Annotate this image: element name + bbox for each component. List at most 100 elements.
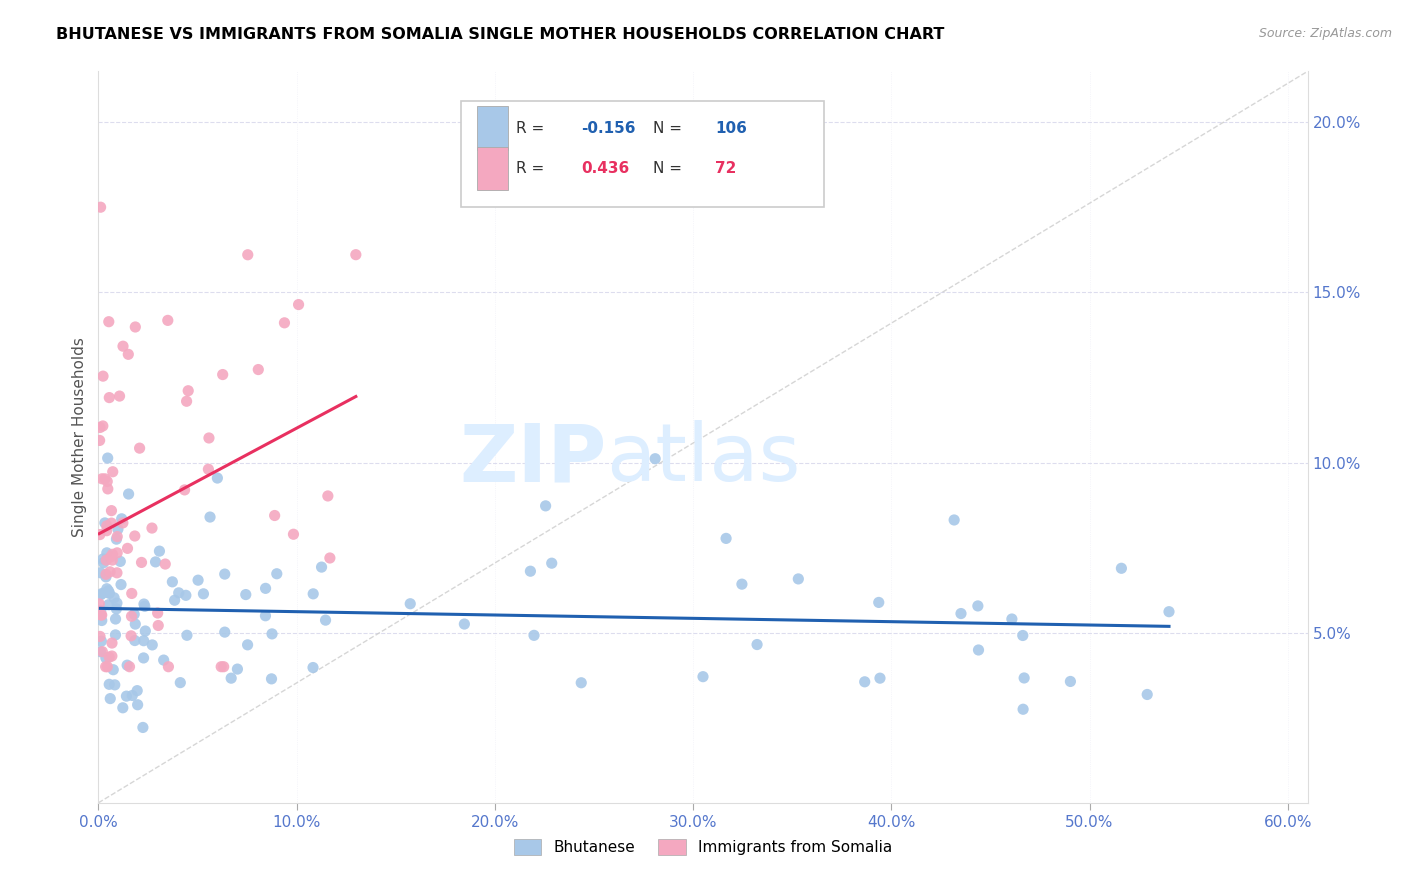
Point [211, 368, 233, 382]
Point [91, 419, 114, 434]
Point [273, 316, 295, 330]
Point [266, 566, 288, 581]
Point [90, 634, 112, 648]
Point [132, 597, 155, 611]
Point [127, 698, 149, 712]
Point [124, 320, 146, 334]
Point [287, 297, 309, 311]
Point [176, 394, 198, 409]
Point [197, 462, 219, 476]
Point [124, 617, 146, 632]
Point [247, 362, 270, 376]
Point [176, 628, 198, 642]
Text: ZIP: ZIP [458, 420, 606, 498]
Point [101, 636, 124, 650]
Point [134, 624, 156, 638]
Point [198, 510, 221, 524]
Legend: Bhutanese, Immigrants from Somalia: Bhutanese, Immigrants from Somalia [508, 833, 898, 861]
Point [162, 574, 184, 589]
Point [105, 546, 128, 560]
Point [173, 483, 195, 497]
Point [93, 556, 115, 570]
Point [97, 583, 120, 598]
Point [94, 651, 117, 665]
Point [132, 721, 155, 735]
Point [90, 200, 112, 214]
Point [121, 689, 143, 703]
Point [148, 544, 170, 558]
Point [966, 599, 988, 613]
Point [124, 633, 146, 648]
Point [157, 659, 180, 673]
Text: 72: 72 [716, 161, 737, 176]
Text: BHUTANESE VS IMMIGRANTS FROM SOMALIA SINGLE MOTHER HOUSEHOLDS CORRELATION CHART: BHUTANESE VS IMMIGRANTS FROM SOMALIA SIN… [56, 27, 945, 42]
Point [105, 602, 128, 616]
Point [91, 586, 114, 600]
Point [302, 587, 325, 601]
Point [89, 645, 111, 659]
Point [100, 516, 122, 530]
Point [236, 638, 259, 652]
Point [714, 532, 737, 546]
Point [787, 572, 810, 586]
Point [226, 662, 249, 676]
Point [110, 577, 132, 591]
Point [187, 573, 209, 587]
Text: N =: N = [654, 121, 688, 136]
Point [96, 546, 118, 560]
Point [117, 541, 139, 556]
FancyBboxPatch shape [477, 106, 509, 150]
Point [111, 700, 134, 714]
Point [177, 384, 200, 398]
Text: 106: 106 [716, 121, 747, 136]
Point [90, 607, 112, 622]
Point [97, 315, 120, 329]
Point [111, 516, 134, 530]
Point [91, 645, 114, 659]
Point [569, 675, 592, 690]
Point [148, 618, 170, 632]
Point [104, 628, 127, 642]
Point [207, 471, 229, 485]
Point [101, 547, 124, 561]
Point [868, 595, 890, 609]
Point [745, 638, 768, 652]
Point [1136, 688, 1159, 702]
Point [105, 532, 128, 546]
Point [254, 582, 277, 596]
Point [89, 420, 111, 434]
Point [107, 522, 129, 536]
Point [193, 587, 215, 601]
Point [692, 670, 714, 684]
Point [949, 607, 972, 621]
Point [311, 560, 333, 574]
Point [117, 487, 139, 501]
Point [141, 521, 163, 535]
Point [235, 588, 257, 602]
Point [97, 482, 120, 496]
Point [90, 603, 112, 617]
Point [98, 650, 121, 665]
Text: Source: ZipAtlas.com: Source: ZipAtlas.com [1258, 27, 1392, 40]
Point [399, 597, 422, 611]
Point [534, 499, 557, 513]
Point [132, 651, 155, 665]
Point [111, 339, 134, 353]
Point [89, 629, 111, 643]
Point [101, 553, 124, 567]
Point [120, 629, 142, 643]
Point [127, 683, 149, 698]
Point [519, 564, 541, 578]
Point [134, 599, 156, 614]
Point [163, 593, 186, 607]
Point [212, 659, 235, 673]
Point [254, 608, 277, 623]
Point [128, 441, 150, 455]
Point [155, 557, 177, 571]
Point [94, 567, 117, 582]
Point [260, 672, 283, 686]
Point [103, 663, 125, 677]
Point [115, 658, 138, 673]
Point [263, 508, 285, 523]
Point [96, 659, 118, 673]
